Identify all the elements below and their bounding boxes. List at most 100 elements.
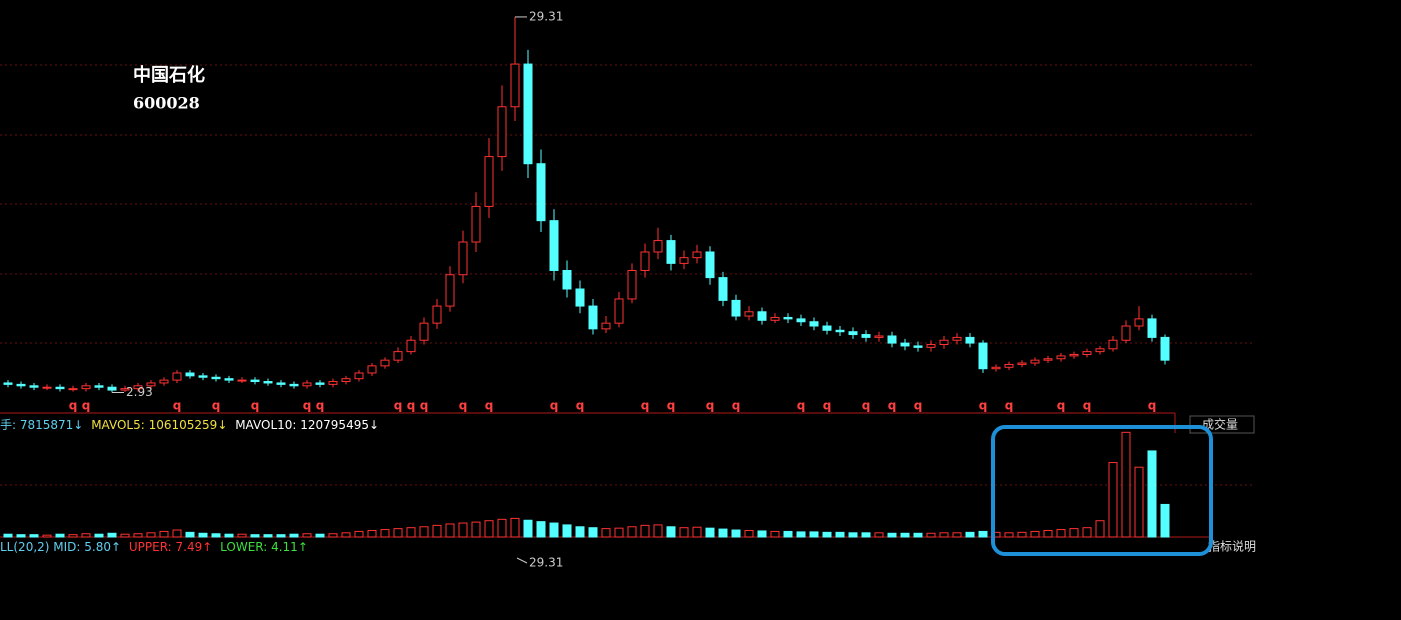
candle-body xyxy=(315,382,325,385)
volume-bar xyxy=(796,531,806,538)
candle-body xyxy=(107,386,117,391)
candle-body xyxy=(16,383,26,387)
candle-body xyxy=(874,335,884,338)
volume-bar xyxy=(549,522,559,538)
signal-label: q xyxy=(459,399,468,413)
candle-body xyxy=(458,241,468,276)
volume-bar xyxy=(1147,450,1157,538)
volume-bar xyxy=(536,521,546,538)
volume-bar xyxy=(120,533,130,538)
volume-bar xyxy=(393,528,403,538)
volume-bar xyxy=(237,533,247,538)
volume-bar xyxy=(575,526,585,538)
volume-bar xyxy=(822,531,832,538)
candle-body xyxy=(484,156,494,207)
volume-bar xyxy=(1108,462,1118,538)
candle-body xyxy=(354,372,364,380)
candle-body xyxy=(692,251,702,259)
candle-body xyxy=(250,379,260,383)
candle-body xyxy=(848,331,858,336)
signal-label: q xyxy=(251,399,260,413)
candle-body xyxy=(666,240,676,264)
volume-bar xyxy=(16,534,26,538)
signal-label: q xyxy=(173,399,182,413)
volume-bar xyxy=(640,524,650,538)
candle-body xyxy=(835,329,845,333)
volume-bar xyxy=(1069,528,1079,538)
candle-body xyxy=(302,382,312,387)
candle-body xyxy=(523,63,533,165)
volume-bar xyxy=(185,531,195,538)
volume-bar xyxy=(432,524,442,538)
signal-label: q xyxy=(316,399,325,413)
candle-body xyxy=(55,386,65,390)
candle-body xyxy=(861,334,871,338)
volume-bar xyxy=(692,526,702,538)
volume-bar xyxy=(484,520,494,538)
indicator-help[interactable]: 指标说明 xyxy=(1208,539,1256,554)
candle-body xyxy=(172,372,182,381)
candle-body xyxy=(640,251,650,271)
volume-bar xyxy=(172,529,182,538)
candle-body xyxy=(575,288,585,307)
volume-bar xyxy=(68,534,78,538)
candle-body xyxy=(380,359,390,367)
volume-bar xyxy=(406,527,416,538)
candle-body xyxy=(185,372,195,377)
indicator-legend-item: LL(20,2) MID: 5.80↑ xyxy=(0,540,121,554)
volume-bar xyxy=(861,532,871,538)
candle-body xyxy=(42,386,52,389)
signal-label: q xyxy=(394,399,403,413)
signal-label: q xyxy=(914,399,923,413)
candle-body xyxy=(887,335,897,344)
candle-body xyxy=(29,385,39,388)
volume-bar xyxy=(1043,529,1053,538)
candle-body xyxy=(1147,318,1157,338)
volume-bar xyxy=(627,526,637,538)
volume-bar xyxy=(770,530,780,538)
volume-bar xyxy=(3,533,13,538)
candle-body xyxy=(133,385,143,390)
candle-body xyxy=(510,63,520,108)
candle-body xyxy=(1082,351,1092,355)
indicator-legend: LL(20,2) MID: 5.80↑ UPPER: 7.49↑ LOWER: … xyxy=(0,540,308,554)
volume-bar xyxy=(1017,531,1027,538)
candle-body xyxy=(419,322,429,341)
volume-bar xyxy=(42,534,52,538)
stock-code: 600028 xyxy=(133,94,200,113)
candle-body xyxy=(588,305,598,330)
volume-legend-item: 手: 7815871↓ xyxy=(0,418,83,432)
candle-body xyxy=(1017,362,1027,365)
volume-bar xyxy=(835,531,845,538)
volume-bar xyxy=(874,532,884,538)
signal-label: q xyxy=(823,399,832,413)
high-label: 29.31 xyxy=(529,9,563,23)
signal-label: q xyxy=(212,399,221,413)
volume-bar xyxy=(302,533,312,538)
volume-bar xyxy=(445,523,455,538)
candle-body xyxy=(1095,348,1105,353)
volume-bar xyxy=(718,528,728,538)
signal-label: q xyxy=(69,399,78,413)
volume-bar xyxy=(601,528,611,538)
signal-label: q xyxy=(485,399,494,413)
candle-body xyxy=(471,205,481,243)
indicator-legend-item: UPPER: 7.49↑ xyxy=(129,540,212,554)
volume-bar xyxy=(1134,466,1144,538)
candle-body xyxy=(237,379,247,382)
signal-label: q xyxy=(1083,399,1092,413)
volume-bar xyxy=(887,532,897,538)
volume-bar xyxy=(211,533,221,538)
volume-bar xyxy=(952,532,962,538)
volume-bar xyxy=(380,529,390,538)
candle-body xyxy=(445,274,455,307)
candle-body xyxy=(562,269,572,290)
candle-body xyxy=(536,163,546,222)
candle-body xyxy=(263,381,273,384)
candle-body xyxy=(731,299,741,317)
volume-title[interactable]: 成交量 xyxy=(1202,417,1238,432)
candle-body xyxy=(120,388,130,391)
volume-bar xyxy=(614,527,624,538)
candle-body xyxy=(1134,318,1144,327)
